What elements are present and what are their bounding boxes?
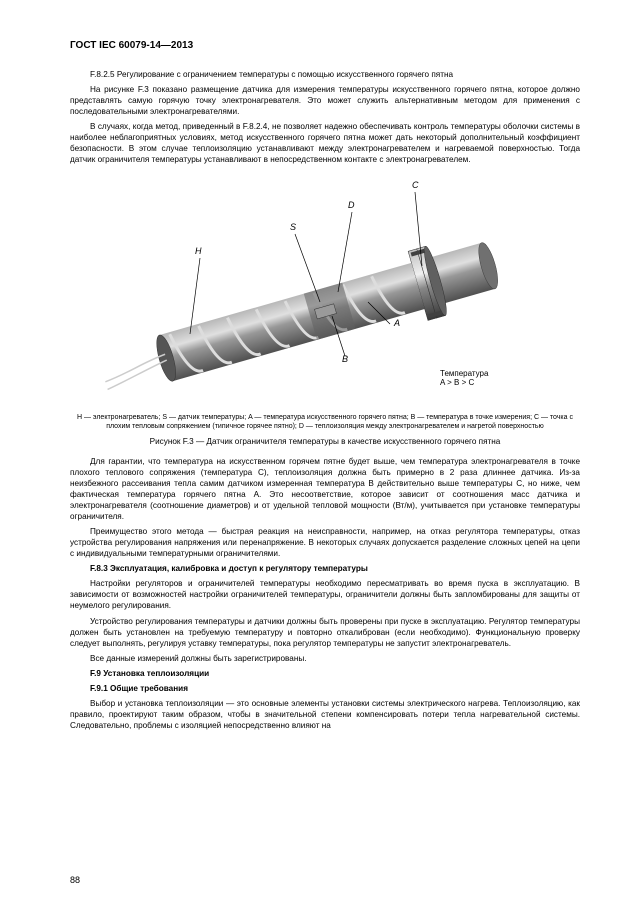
- paragraph: На рисунке F.3 показано размещение датчи…: [70, 84, 580, 117]
- label-b: B: [342, 354, 348, 364]
- figure-f3: C D S H A B Температура A > B > C: [70, 174, 580, 409]
- temp-line1: Температура: [440, 369, 488, 378]
- paragraph: В случаях, когда метод, приведенный в F.…: [70, 121, 580, 165]
- label-c: C: [412, 180, 419, 190]
- content-area: ГОСТ IEC 60079-14—2013 F.8.2.5 Регулиров…: [70, 40, 580, 735]
- temp-line2: A > B > C: [440, 378, 474, 387]
- clause-heading: F.9 Установка теплоизоляции: [70, 668, 580, 679]
- label-s: S: [290, 222, 296, 232]
- label-a: A: [394, 318, 400, 328]
- label-h: H: [195, 246, 202, 256]
- figure-caption: Рисунок F.3 — Датчик ограничителя темпер…: [70, 437, 580, 446]
- clause-heading: F.9.1 Общие требования: [70, 683, 580, 694]
- temperature-note: Температура A > B > C: [440, 369, 488, 388]
- paragraph: Все данные измерений должны быть зарегис…: [70, 653, 580, 664]
- pipe-diagram-svg: [70, 174, 580, 409]
- paragraph: Устройство регулирования температуры и д…: [70, 616, 580, 649]
- paragraph: Для гарантии, что температура на искусст…: [70, 456, 580, 522]
- page: ГОСТ IEC 60079-14—2013 F.8.2.5 Регулиров…: [0, 0, 630, 913]
- label-d: D: [348, 200, 355, 210]
- clause-title: F.8.2.5 Регулирование с ограничением тем…: [70, 69, 580, 80]
- document-code: ГОСТ IEC 60079-14—2013: [70, 40, 580, 51]
- paragraph: Преимущество этого метода — быстрая реак…: [70, 526, 580, 559]
- figure-legend: H — электронагреватель; S — датчик темпе…: [70, 413, 580, 431]
- page-number: 88: [70, 875, 80, 885]
- clause-heading: F.8.3 Эксплуатация, калибровка и доступ …: [70, 563, 580, 574]
- paragraph: Выбор и установка теплоизоляции — это ос…: [70, 698, 580, 731]
- paragraph: Настройки регуляторов и ограничителей те…: [70, 578, 580, 611]
